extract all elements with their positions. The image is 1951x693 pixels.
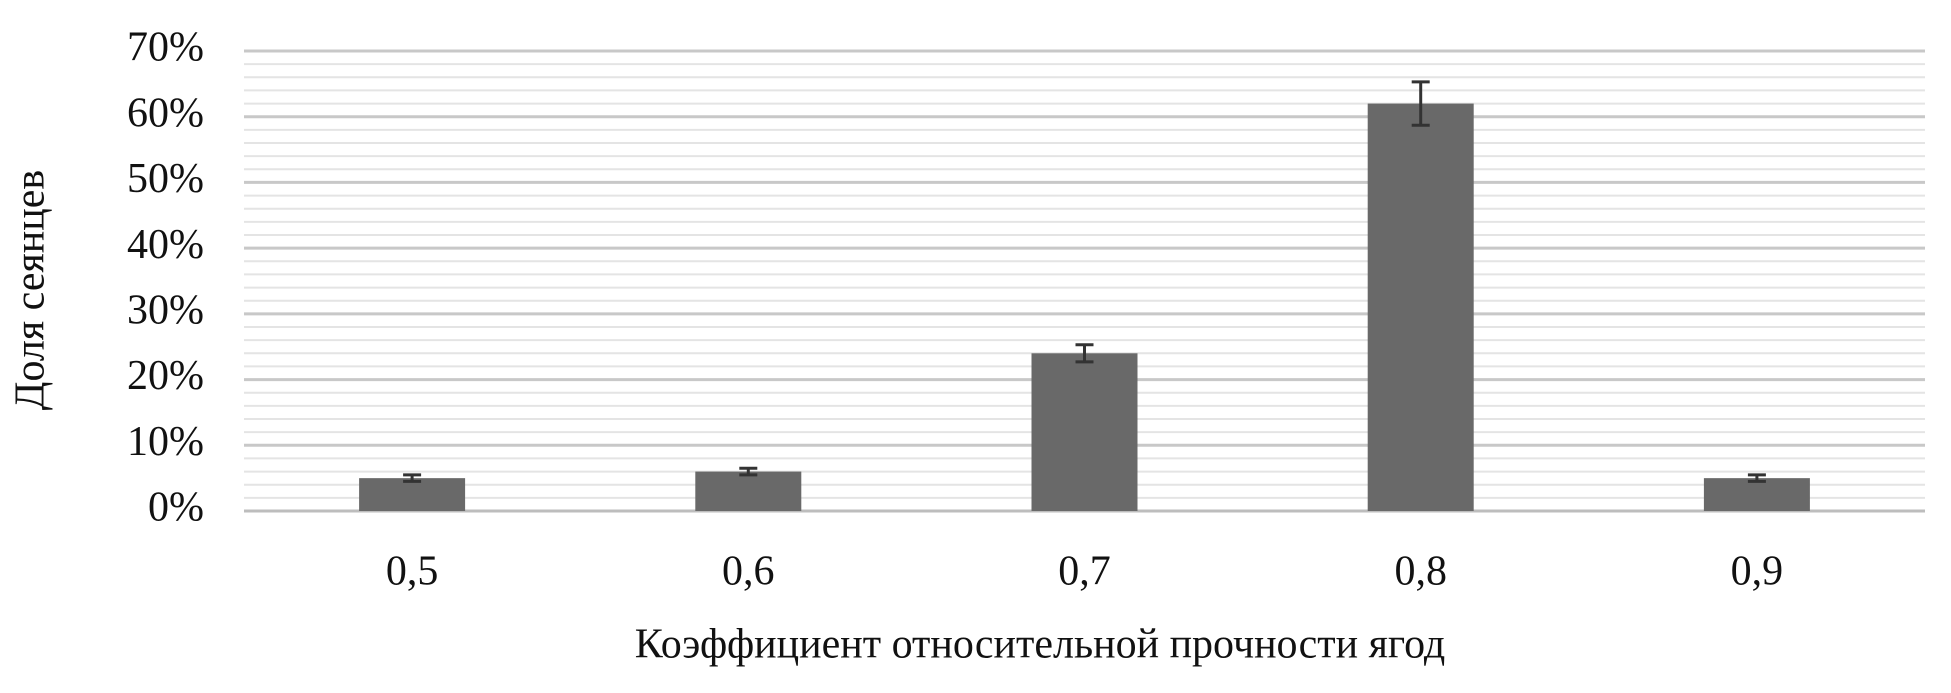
error-bar <box>739 466 758 477</box>
error-bar <box>1075 343 1094 364</box>
y-axis-title: Доля сеянцев <box>8 170 54 410</box>
y-tick-label: 70% <box>127 25 204 71</box>
x-tick-label: 0,8 <box>1394 549 1447 595</box>
x-tick-label: 0,5 <box>386 549 439 595</box>
y-tick-label: 50% <box>127 156 204 202</box>
bar <box>695 471 802 511</box>
error-bar <box>403 473 422 483</box>
x-axis-title: Коэффициент относительной прочности ягод <box>635 622 1445 668</box>
bar <box>1367 103 1474 512</box>
y-tick-label: 10% <box>127 419 204 465</box>
bar <box>1031 353 1138 511</box>
bar <box>1703 478 1810 511</box>
y-tick-label: 40% <box>127 222 204 268</box>
x-tick-label: 0,6 <box>722 549 775 595</box>
x-tick-label: 0,9 <box>1731 549 1784 595</box>
x-tick-label: 0,7 <box>1058 549 1111 595</box>
y-tick-label: 60% <box>127 90 204 136</box>
y-tick-label: 30% <box>127 287 204 333</box>
y-tick-label: 20% <box>127 353 204 399</box>
error-bar <box>1411 80 1430 127</box>
y-tick-label: 0% <box>148 485 204 531</box>
bar <box>359 478 466 511</box>
error-bar <box>1747 473 1766 483</box>
